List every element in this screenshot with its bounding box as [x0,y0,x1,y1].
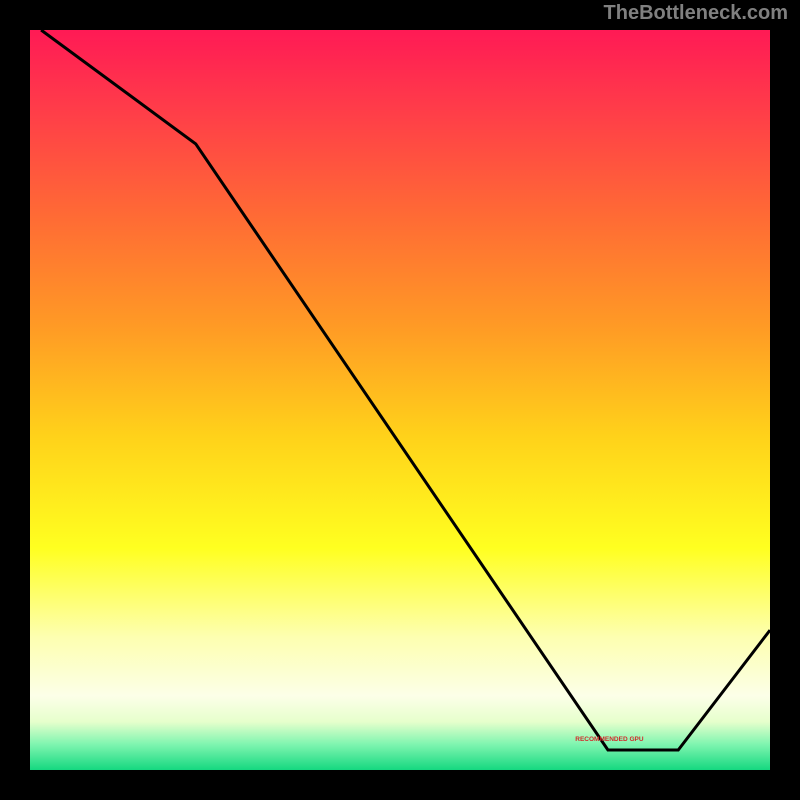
recommended-gpu-label: RECOMMENDED GPU [575,736,643,743]
watermark-text: TheBottleneck.com [604,2,788,25]
plot-background-gradient [30,30,770,770]
chart-stage: TheBottleneck.com RECOMMENDED GPU [0,0,800,800]
chart-svg [0,0,800,800]
